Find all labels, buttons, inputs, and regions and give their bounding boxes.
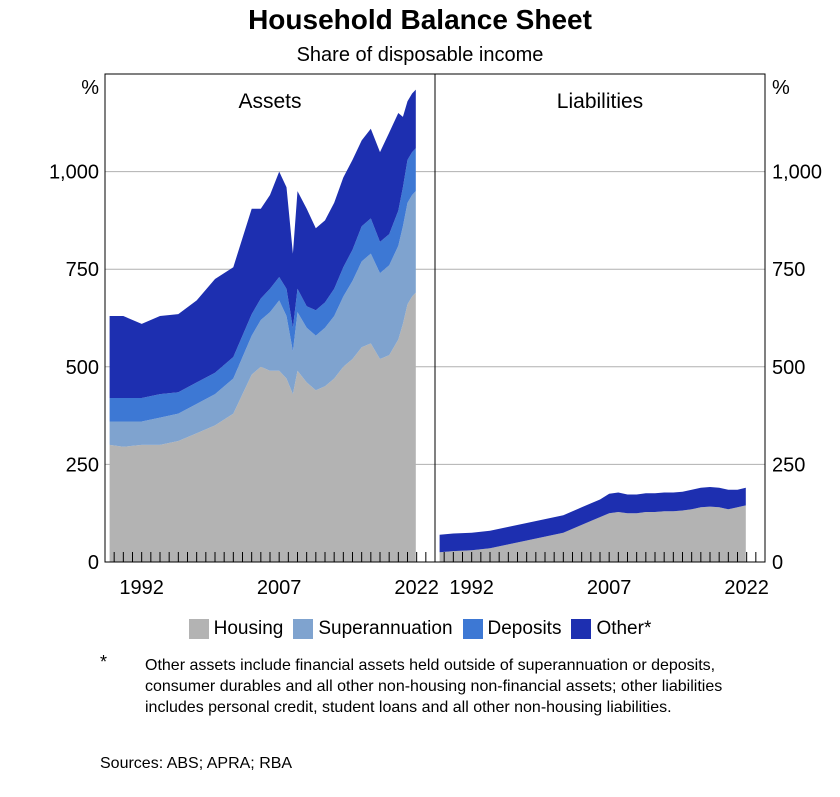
legend-swatch-superannuation [293,619,314,639]
legend-item-superannuation: Superannuation [293,618,453,640]
chart-subtitle: Share of disposable income [296,44,544,66]
x-tick-label-0-1992: 1992 [119,577,164,599]
legend-label-superannuation: Superannuation [318,618,453,639]
y-tick-label-right-0: 0 [772,552,783,574]
legend-swatch-deposits [462,619,483,639]
area-assets-housing [109,292,416,562]
y-tick-label-right-3: 750 [772,259,805,281]
y-unit-label-right: % [772,77,790,99]
plot-frame [104,73,766,563]
y-tick-label-right-4: 1,000 [772,162,822,184]
panel-title-assets: Assets [238,90,301,113]
legend-label-other: Other* [596,618,652,639]
y-unit-label-left: % [81,77,99,99]
y-tick-label-left-0: 0 [88,552,99,574]
y-tick-label-left-4: 1,000 [49,162,99,184]
y-tick-label-right-2: 500 [772,357,805,379]
x-tick-label-1-2007: 2007 [587,577,632,599]
y-tick-label-left-1: 250 [66,454,99,476]
legend-label-deposits: Deposits [487,618,562,639]
chart-title: Household Balance Sheet [248,4,592,35]
legend-item-deposits: Deposits [462,618,562,640]
axis-labels: Assets 1992 2007 2022 Liabilities 1992 2007 202… [49,77,822,599]
y-tick-label-right-1: 250 [772,454,805,476]
x-tick-label-1-2022: 2022 [724,577,769,599]
legend-swatch-housing [188,619,209,639]
panel-title-liabilities: Liabilities [557,90,643,113]
sources-note: Sources: ABS; APRA; RBA [100,755,293,772]
area-liabilities-housing [439,505,746,562]
footnote-text: Other assets include financial assets he… [145,657,723,716]
plot-areas [109,89,746,562]
footnote-mark: * [100,652,108,672]
x-tick-label-0-2007: 2007 [257,577,302,599]
y-tick-label-left-3: 750 [66,259,99,281]
legend-label-housing: Housing [213,618,284,639]
area-assets-other [109,89,416,398]
y-tick-label-left-2: 500 [66,357,99,379]
chart-canvas: Assets 1992 2007 2022 Liabilities 1992 2007 202… [49,73,822,599]
legend-item-housing: Housing [188,618,284,640]
area-assets-superannuation [109,191,416,447]
x-minor-ticks [113,552,757,562]
x-tick-label-1-1992: 1992 [449,577,494,599]
legend-item-other: Other* [571,618,651,640]
legend-swatch-other [571,619,592,639]
x-tick-label-0-2022: 2022 [394,577,439,599]
legend: Housing Superannuation Deposits Other* [0,618,840,640]
area-liabilities-other [439,487,746,553]
